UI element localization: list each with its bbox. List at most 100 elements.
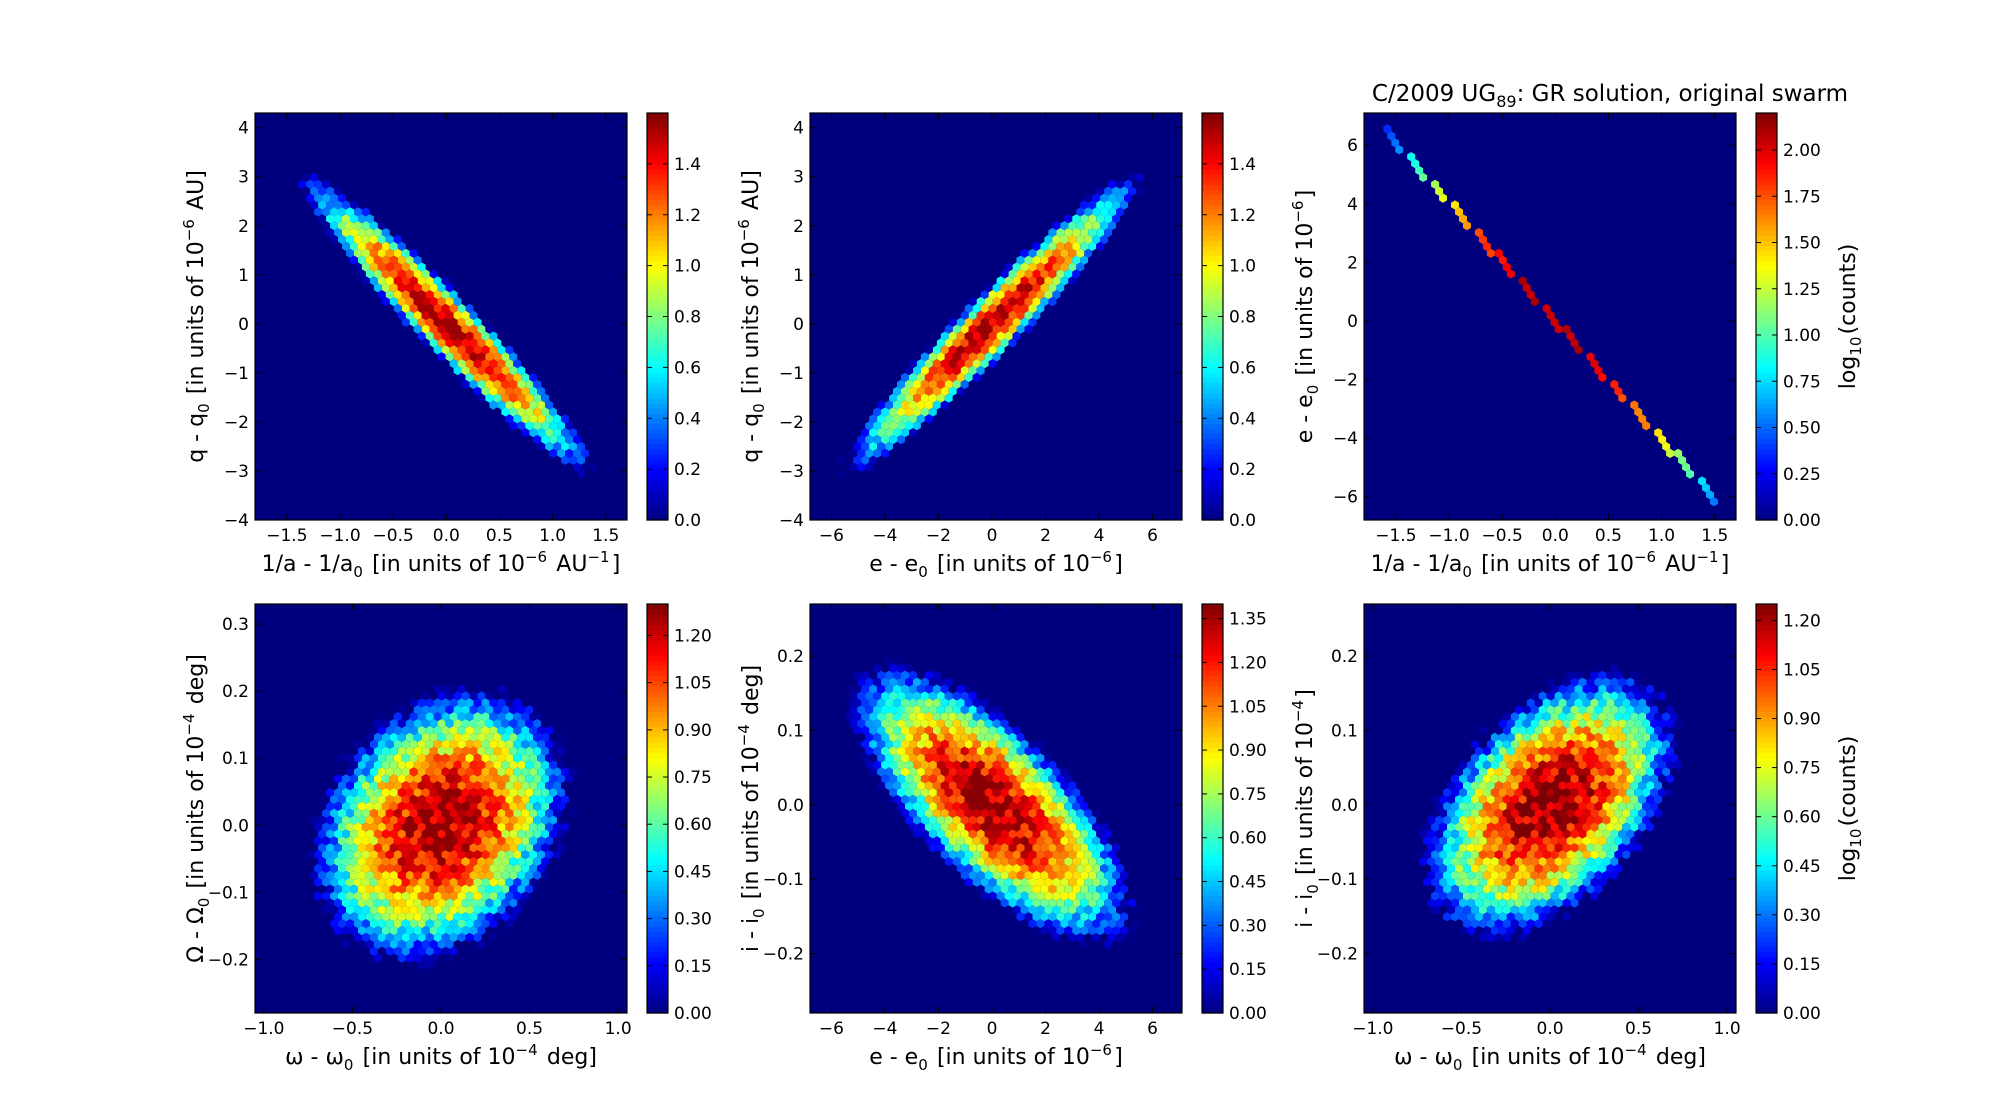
hexbin-cell xyxy=(972,684,981,694)
hexbin-cell xyxy=(413,283,422,293)
hexbin-cell xyxy=(897,719,905,729)
hexbin-cell xyxy=(1100,905,1109,915)
hexbin-cell xyxy=(889,788,897,798)
hexbin-cell xyxy=(573,788,581,798)
hexbin-cell xyxy=(865,435,874,445)
hexbin-cell xyxy=(1502,739,1511,749)
axes-frame xyxy=(809,112,1183,521)
hexbin-cell xyxy=(461,705,470,715)
hexbin-cell xyxy=(1459,774,1467,784)
hexbin-cell xyxy=(1574,794,1583,805)
hexbin-cell xyxy=(473,781,482,791)
hexbin-cell xyxy=(1411,884,1420,894)
hexbin-cell xyxy=(389,967,398,977)
hexbin-cell xyxy=(928,705,937,715)
hexbin-cell xyxy=(1602,691,1611,701)
hexbin-cell xyxy=(354,836,362,846)
hexbin-cell xyxy=(1698,476,1706,486)
hexbin-cell xyxy=(909,822,917,832)
hexbin-cell xyxy=(928,760,937,770)
hexbin-cell xyxy=(956,836,965,846)
hexbin-cell xyxy=(346,725,354,736)
colorbar-tick-label: 2.00 xyxy=(1783,141,1821,161)
hexbin-cell xyxy=(1630,739,1639,749)
hexbin-cell xyxy=(1542,684,1551,694)
hexbin-cell xyxy=(1395,912,1404,922)
hexbin-cell xyxy=(1590,684,1599,694)
hexbin-cell xyxy=(1566,670,1575,680)
hexbin-cell xyxy=(1060,919,1069,929)
hexbin-cell xyxy=(813,643,822,653)
hexbin-cell xyxy=(397,898,406,908)
hexbin-cell xyxy=(897,801,905,811)
hexbin-cell xyxy=(425,781,434,791)
hexbin-cell xyxy=(865,732,874,742)
hexbin-cell xyxy=(936,719,945,729)
hexbin-cell xyxy=(1032,857,1041,867)
hexbin-cell xyxy=(314,179,323,189)
hexbin-cell xyxy=(350,898,358,908)
hexbin-cell xyxy=(1088,228,1097,238)
colorbar-tick-label: 0.90 xyxy=(674,721,712,741)
hexbin-cell xyxy=(1008,732,1017,742)
hexbin-cell xyxy=(1020,877,1029,887)
hexbin-cell xyxy=(932,822,941,832)
hexbin-cell xyxy=(1012,781,1021,791)
hexbin-cell xyxy=(485,677,494,687)
hexbin-cell xyxy=(988,836,997,846)
hexbin-cell xyxy=(453,352,462,362)
hexbin-cell xyxy=(469,912,478,922)
hexbin-cell xyxy=(1000,870,1009,880)
hexbin-cell xyxy=(1040,269,1049,279)
hexbin-cell xyxy=(369,221,378,231)
hexbin-cell xyxy=(952,705,961,715)
hexbin-cell xyxy=(1550,753,1559,763)
hexbin-cell xyxy=(1642,691,1651,701)
hexbin-cell xyxy=(577,739,585,749)
hexbin-cell xyxy=(1606,808,1615,818)
hexbin-cell xyxy=(326,801,335,811)
hexbin-cell xyxy=(817,650,826,660)
hexbin-cell xyxy=(346,221,354,231)
hexbin-cell xyxy=(369,822,378,832)
hexbin-cell xyxy=(1443,857,1451,867)
hexbin-cell xyxy=(936,338,945,348)
hexbin-cell xyxy=(361,753,370,763)
hexbin-cell xyxy=(881,705,890,715)
hexbin-cell xyxy=(1076,863,1085,874)
hexbin-cell xyxy=(901,794,909,805)
hexbin-cell xyxy=(469,732,478,742)
hexbin-cell xyxy=(441,808,450,818)
hexbin-cell xyxy=(865,421,874,431)
y-tick-label: 0.1 xyxy=(1331,721,1358,741)
hexbin-cell xyxy=(513,919,522,929)
hexbin-cell xyxy=(354,739,362,749)
hexbin-cell xyxy=(361,767,370,777)
hexbin-cell xyxy=(545,794,554,805)
hexbin-cell xyxy=(453,898,462,908)
hexbin-cell xyxy=(385,822,394,832)
hexbin-cell xyxy=(976,338,985,348)
hexbin-cell xyxy=(354,850,362,860)
hexbin-cell xyxy=(960,366,969,376)
hexbin-cell xyxy=(354,932,362,943)
hexbin-cell xyxy=(952,393,961,403)
hexbin-cell xyxy=(1522,788,1531,798)
hexbin-cell xyxy=(1064,774,1073,784)
hexbin-cell xyxy=(1546,719,1555,729)
hexbin-cell xyxy=(988,317,997,327)
hexbin-cell xyxy=(525,884,534,894)
hexbin-cell xyxy=(373,788,382,798)
colorbar-tick-label: 0.25 xyxy=(1783,465,1821,485)
hexbin-cell xyxy=(1064,884,1073,894)
hexbin-cell xyxy=(1654,739,1663,749)
hexbin-cell xyxy=(1506,939,1515,949)
hexbin-cell xyxy=(429,352,438,362)
hexbin-cell xyxy=(1167,843,1176,853)
hexbin-cell xyxy=(1048,255,1057,265)
hexbin-cell xyxy=(1506,857,1515,867)
hexbin-cell xyxy=(1415,891,1424,901)
hexbin-cell xyxy=(1582,670,1591,680)
hexbin-cell xyxy=(421,953,430,963)
hexbin-cell xyxy=(473,317,482,327)
